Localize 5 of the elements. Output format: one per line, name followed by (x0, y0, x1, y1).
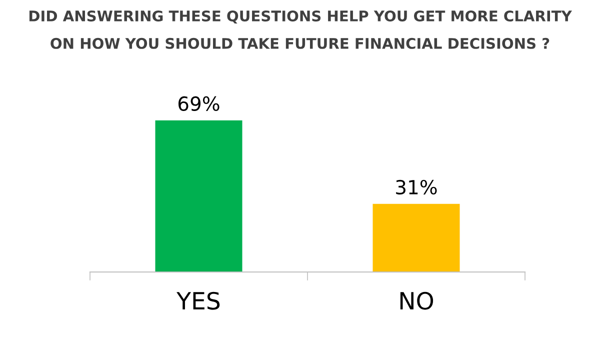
chart-title: DID ANSWERING THESE QUESTIONS HELP YOU GET MORE CLARITY ON HOW YOU SHOULD TAKE FUTURE FINANCIAL DECISIONS ? (29, 10, 572, 49)
x-tick-label: NO (400, 292, 434, 310)
x-tick-label: YES (176, 292, 220, 310)
data-label: 31% (396, 180, 437, 195)
data-label: 69% (178, 96, 220, 112)
